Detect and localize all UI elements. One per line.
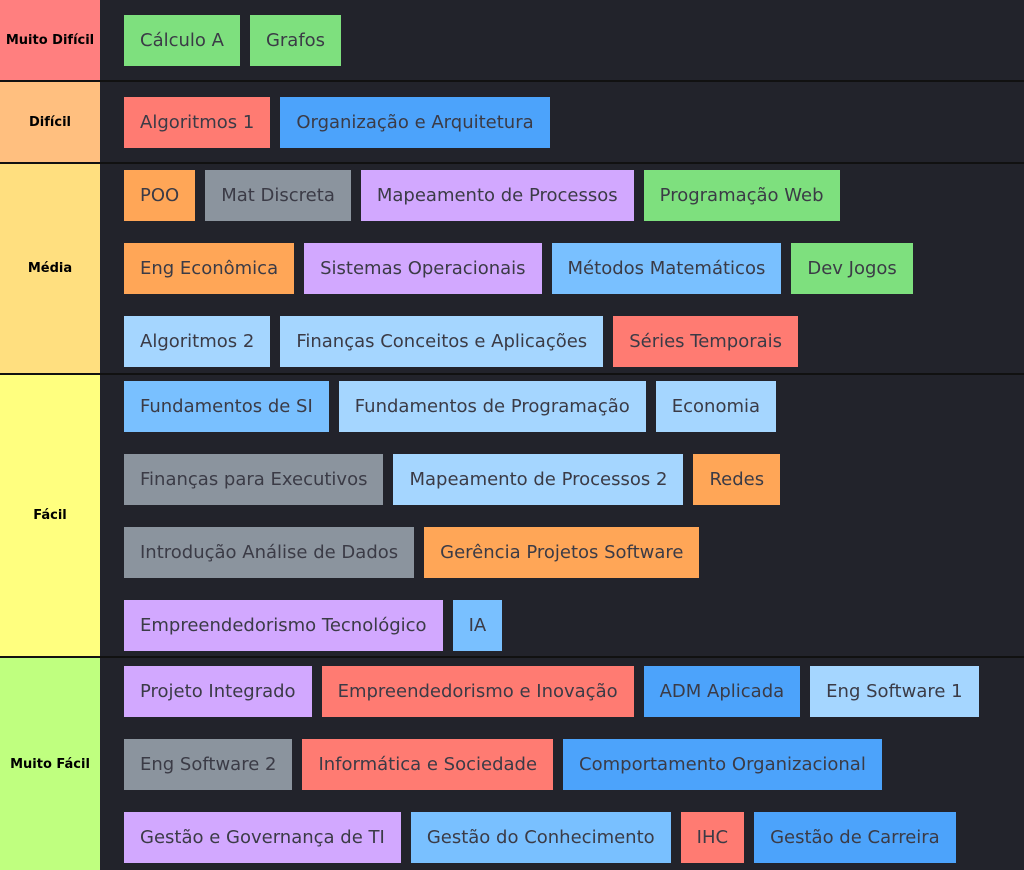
tier-item[interactable]: ADM Aplicada [643,665,801,717]
tier-item[interactable]: Dev Jogos [791,243,913,294]
tier-label: Muito Difícil [0,0,100,80]
tier-item[interactable]: Séries Temporais [613,316,799,367]
tier-label: Difícil [0,82,100,162]
tier-item[interactable]: Empreendedorismo Tecnológico [124,599,443,651]
tier-label: Média [0,164,100,373]
tier-item[interactable]: Sistemas Operacionais [304,243,542,294]
tier-item[interactable]: IHC [680,811,745,863]
tier-items: Projeto Integrado Empreendedorismo e Inov… [100,658,1024,870]
tier-item[interactable]: Comportamento Organizacional [563,738,882,790]
tier-item[interactable]: IA [452,599,503,651]
tier-item[interactable]: Eng Software 2 [124,738,293,790]
tier-item[interactable]: Algoritmos 2 [124,316,271,367]
tier-item[interactable]: Empreendedorismo e Inovação [321,665,634,717]
tier-items: Fundamentos de SI Fundamentos de Programa… [100,375,1024,656]
tier-item[interactable]: Mapeamento de Processos [360,170,634,221]
tier-items: Cálculo A Grafos [100,0,1024,80]
tier-item[interactable]: Grafos [249,14,342,66]
tier-item[interactable]: Mat Discreta [205,170,351,221]
tier-item[interactable]: Fundamentos de Programação [338,380,646,432]
tier-item[interactable]: Cálculo A [124,14,240,66]
tier-item[interactable]: Eng Econômica [124,243,295,294]
tier-label: Muito Fácil [0,658,100,870]
tier-item[interactable]: Fundamentos de SI [124,380,329,432]
tier-item[interactable]: Mapeamento de Processos 2 [393,453,684,505]
tier-item[interactable]: Economia [655,380,777,432]
tier-item[interactable]: Projeto Integrado [124,665,312,717]
tier-item[interactable]: Métodos Matemáticos [551,243,782,294]
tier-item[interactable]: Introdução Análise de Dados [124,526,415,578]
tier-item[interactable]: Gestão do Conhecimento [410,811,671,863]
tier-item[interactable]: Informática e Sociedade [302,738,554,790]
tier-item[interactable]: Organização e Arquitetura [280,96,550,148]
tier-row: Muito Fácil Projeto Integrado Empreendedor… [0,658,1024,870]
tier-label: Fácil [0,375,100,656]
tier-row: Fácil Fundamentos de SI Fundamentos de Pro… [0,375,1024,658]
tier-item[interactable]: Algoritmos 1 [124,96,271,148]
tier-item[interactable]: Gestão e Governança de TI [124,811,401,863]
tier-item[interactable]: Gerência Projetos Software [424,526,700,578]
tier-item[interactable]: Finanças Conceitos e Aplicações [280,316,604,367]
tier-items: Algoritmos 1 Organização e Arquitetura [100,82,1024,162]
tier-item[interactable]: Eng Software 1 [810,665,979,717]
tier-item[interactable]: Gestão de Carreira [754,811,956,863]
tier-item[interactable]: Finanças para Executivos [124,453,384,505]
tier-item[interactable]: POO [124,170,196,221]
tier-item[interactable]: Programação Web [643,170,840,221]
tier-row: Média POO Mat Discreta Mapeamento de Proces… [0,164,1024,375]
tier-items: POO Mat Discreta Mapeamento de Processos Pr… [100,164,1024,373]
tier-row: Difícil Algoritmos 1 Organização e Arquite… [0,82,1024,164]
tier-row: Muito Difícil Cálculo A Grafos [0,0,1024,82]
tier-item[interactable]: Redes [693,453,781,505]
